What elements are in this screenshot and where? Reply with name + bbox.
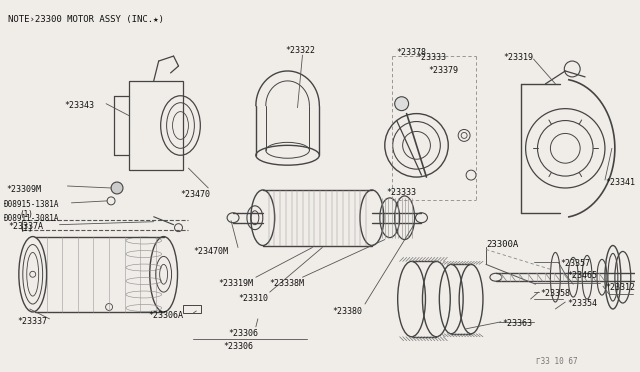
Text: *23310: *23310	[238, 294, 268, 303]
Text: *23319: *23319	[504, 53, 534, 62]
Text: *23354: *23354	[567, 299, 597, 308]
Text: *23357: *23357	[561, 259, 590, 268]
Text: *23309M: *23309M	[6, 185, 41, 194]
Text: *23337A: *23337A	[8, 222, 43, 231]
Text: *23379: *23379	[428, 66, 458, 75]
Text: Ð08915-1381A: Ð08915-1381A	[4, 200, 60, 209]
Circle shape	[111, 182, 123, 194]
Text: *23319M: *23319M	[218, 279, 253, 288]
Text: (1): (1)	[20, 210, 34, 219]
Text: NOTE›23300 MOTOR ASSY (INC.★): NOTE›23300 MOTOR ASSY (INC.★)	[8, 15, 164, 25]
Text: *23380: *23380	[332, 307, 362, 316]
Text: *23312: *23312	[605, 283, 635, 292]
Text: Γ33 10 67: Γ33 10 67	[536, 357, 577, 366]
Text: *23306: *23306	[223, 342, 253, 351]
Text: 23300A: 23300A	[486, 240, 518, 248]
Text: *23333: *23333	[417, 53, 447, 62]
Text: *23333: *23333	[387, 188, 417, 197]
Text: *23322: *23322	[285, 46, 316, 55]
Text: *23343: *23343	[65, 101, 95, 110]
Circle shape	[395, 97, 408, 110]
Text: *23358: *23358	[541, 289, 570, 298]
Bar	[129, 81, 184, 170]
Text: *23306A: *23306A	[148, 311, 184, 320]
Text: *23470: *23470	[180, 190, 211, 199]
Text: *23338M: *23338M	[269, 279, 305, 288]
Text: *23465: *23465	[567, 271, 597, 280]
Text: *23306: *23306	[228, 329, 258, 338]
Text: *23337: *23337	[18, 317, 48, 326]
Text: *23378: *23378	[397, 48, 427, 57]
Text: *23363: *23363	[503, 319, 533, 328]
Text: (I): (I)	[20, 224, 34, 232]
Bar	[184, 305, 202, 313]
Text: *23470M: *23470M	[193, 247, 228, 256]
Text: Ð08911-3081A: Ð08911-3081A	[4, 214, 60, 223]
Text: *23341: *23341	[605, 178, 635, 187]
